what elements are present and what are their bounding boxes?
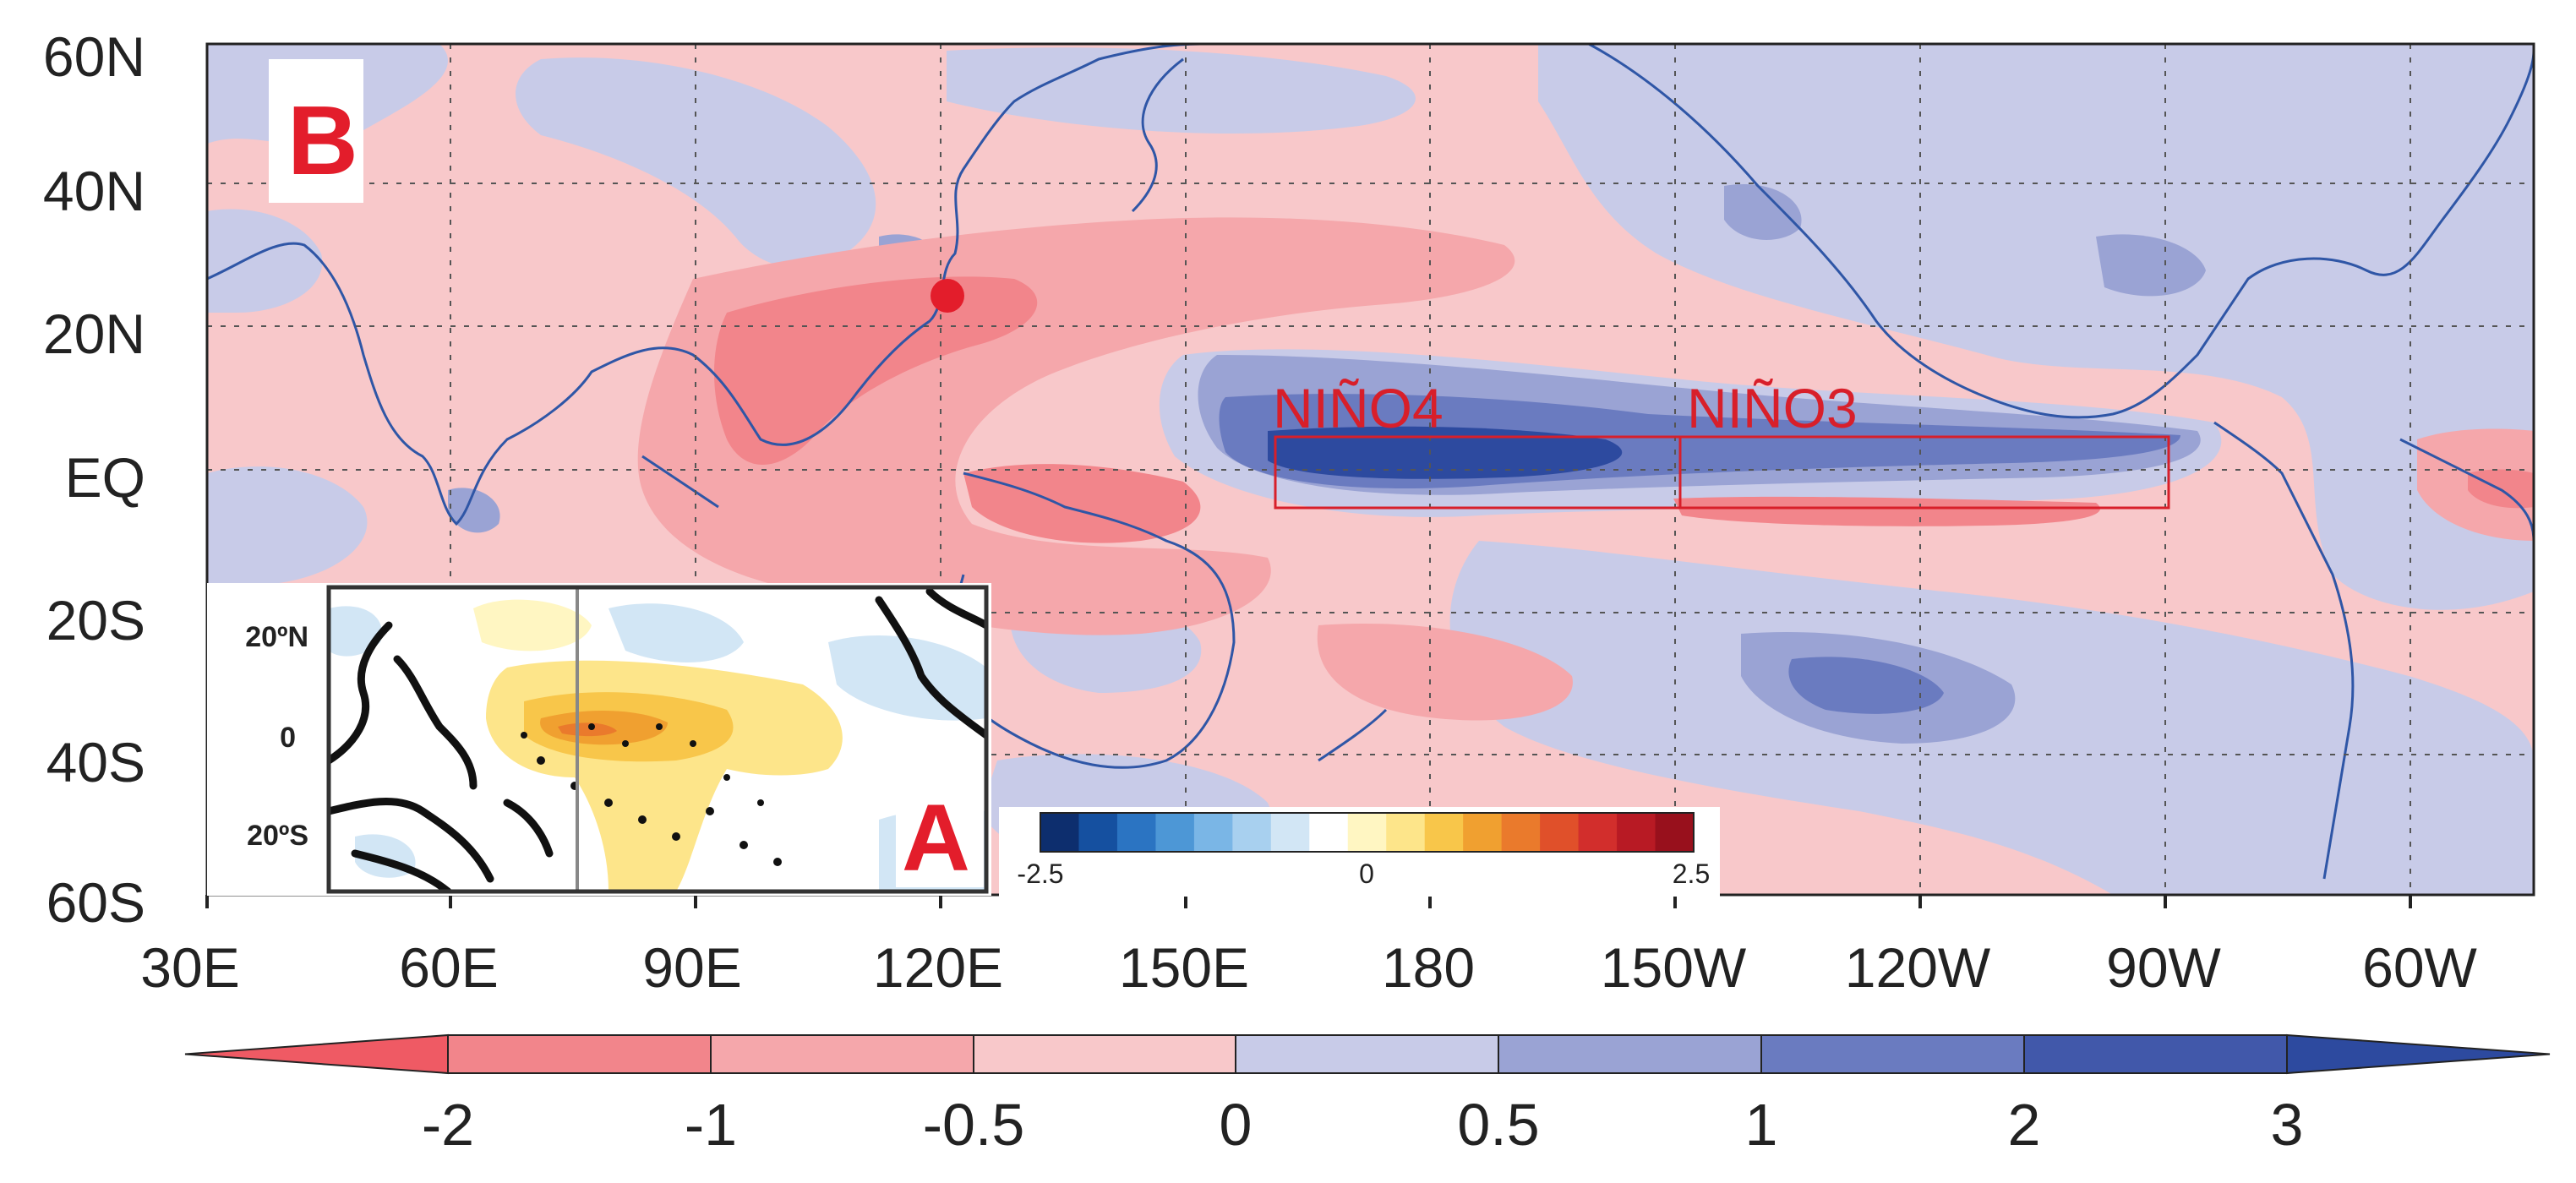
panel-b-map: NIÑO4 NIÑO3 B <box>205 42 2535 897</box>
inset-colorbar-cell <box>1463 813 1503 852</box>
anomaly-field <box>207 44 2534 895</box>
colorbar-cell <box>447 1034 712 1074</box>
main-colorbar-tick: -0.5 <box>923 1092 1025 1158</box>
location-marker <box>931 279 964 313</box>
main-colorbar-tick: 0.5 <box>1457 1092 1539 1158</box>
nino3-label: NIÑO3 <box>1687 377 1858 439</box>
lat-label: 20N <box>43 303 145 365</box>
longitude-labels: 30E 60E 90E 120E 150E 180 150W 120W 90W … <box>140 936 2477 999</box>
inset-colorbar-tick: 2.5 <box>1673 859 1710 889</box>
inset-colorbar-cell <box>1078 813 1118 852</box>
nino4-label: NIÑO4 <box>1273 377 1444 439</box>
inset-colorbar-cell <box>1309 813 1349 852</box>
lon-label: 90E <box>642 936 741 999</box>
latitude-labels: 60N 40N 20N EQ 20S 40S 60S <box>43 25 145 934</box>
lat-label: 60N <box>43 25 145 88</box>
main-colorbar-tick: 3 <box>2271 1092 2304 1158</box>
colorbar-cell <box>1760 1034 2025 1074</box>
lat-label: 40S <box>46 731 145 793</box>
inset-colorbar: -2.5 0 2.5 <box>999 807 1720 897</box>
gridlines <box>207 44 2534 895</box>
lat-label: 20S <box>46 589 145 651</box>
colorbar-cell <box>710 1034 974 1074</box>
lon-label: 180 <box>1382 936 1475 999</box>
inset-colorbar-cell <box>1040 813 1079 852</box>
nino3-box <box>1678 435 2170 510</box>
main-colorbar-tick: 1 <box>1745 1092 1778 1158</box>
panel-a-frame <box>326 585 989 894</box>
strongest-positive-core <box>1268 426 1623 479</box>
colorbar-cell <box>2023 1034 2288 1074</box>
inset-colorbar-cell <box>1501 813 1541 852</box>
colorbar-cell <box>973 1034 1236 1074</box>
panel-b-label-box <box>269 59 363 203</box>
colorbar-cell <box>1498 1034 1762 1074</box>
colorbar-cell <box>1235 1034 1499 1074</box>
lon-label: 150E <box>1119 936 1249 999</box>
main-colorbar-tick: 0 <box>1220 1092 1253 1158</box>
main-colorbar-cells <box>184 1033 2551 1075</box>
inset-lat-label: 20ºS <box>247 820 308 852</box>
lon-label: 150W <box>1601 936 1747 999</box>
colorbar-arrow-right <box>2286 1033 2551 1075</box>
panel-a-inset: 20ºN 0 20ºS A <box>207 583 991 896</box>
panel-a-label-box <box>896 786 984 887</box>
lon-label: 90W <box>2106 936 2221 999</box>
lat-label: 40N <box>43 160 145 222</box>
lon-label: 60W <box>2362 936 2477 999</box>
panel-a-label: A <box>902 785 970 891</box>
inset-colorbar-cell <box>1386 813 1426 852</box>
main-colorbar-tick: 2 <box>2008 1092 2041 1158</box>
inset-lat-label: 0 <box>280 722 296 754</box>
inset-colorbar-cell <box>1270 813 1310 852</box>
main-colorbar-tick: -1 <box>685 1092 737 1158</box>
inset-colorbar-cell <box>1655 813 1695 852</box>
inset-colorbar-frame <box>1040 812 1695 853</box>
main-colorbar-tick: -2 <box>422 1092 474 1158</box>
lon-label: 60E <box>399 936 498 999</box>
lat-label: EQ <box>65 446 145 509</box>
lon-label: 120E <box>873 936 1003 999</box>
inset-colorbar-tick: 0 <box>1359 859 1374 889</box>
inset-colorbar-cell <box>1540 813 1580 852</box>
panel-b-label: B <box>287 85 358 195</box>
axis-ticks <box>205 895 2412 908</box>
inset-colorbar-cell <box>1617 813 1656 852</box>
inset-colorbar-cells <box>1040 813 1695 852</box>
inset-colorbar-cell <box>1116 813 1156 852</box>
lon-label: 120W <box>1845 936 1991 999</box>
lat-label: 60S <box>46 871 145 934</box>
main-colorbar-ticks: -2 -1 -0.5 0 0.5 1 2 3 <box>422 1092 2304 1158</box>
panel-a-field <box>329 587 986 891</box>
inset-lat-label: 20ºN <box>245 621 308 653</box>
inset-colorbar-cell <box>1578 813 1618 852</box>
main-colorbar: -2 -1 -0.5 0 0.5 1 2 3 <box>184 1033 2551 1158</box>
lon-label: 30E <box>140 936 239 999</box>
inset-colorbar-cell <box>1232 813 1272 852</box>
inset-colorbar-cell <box>1347 813 1387 852</box>
panel-a-coastlines <box>329 587 986 891</box>
inset-colorbar-cell <box>1424 813 1464 852</box>
inset-colorbar-tick: -2.5 <box>1017 859 1063 889</box>
inset-colorbar-cell <box>1193 813 1233 852</box>
inset-colorbar-cell <box>1155 813 1195 852</box>
colorbar-arrow-left <box>184 1033 449 1075</box>
